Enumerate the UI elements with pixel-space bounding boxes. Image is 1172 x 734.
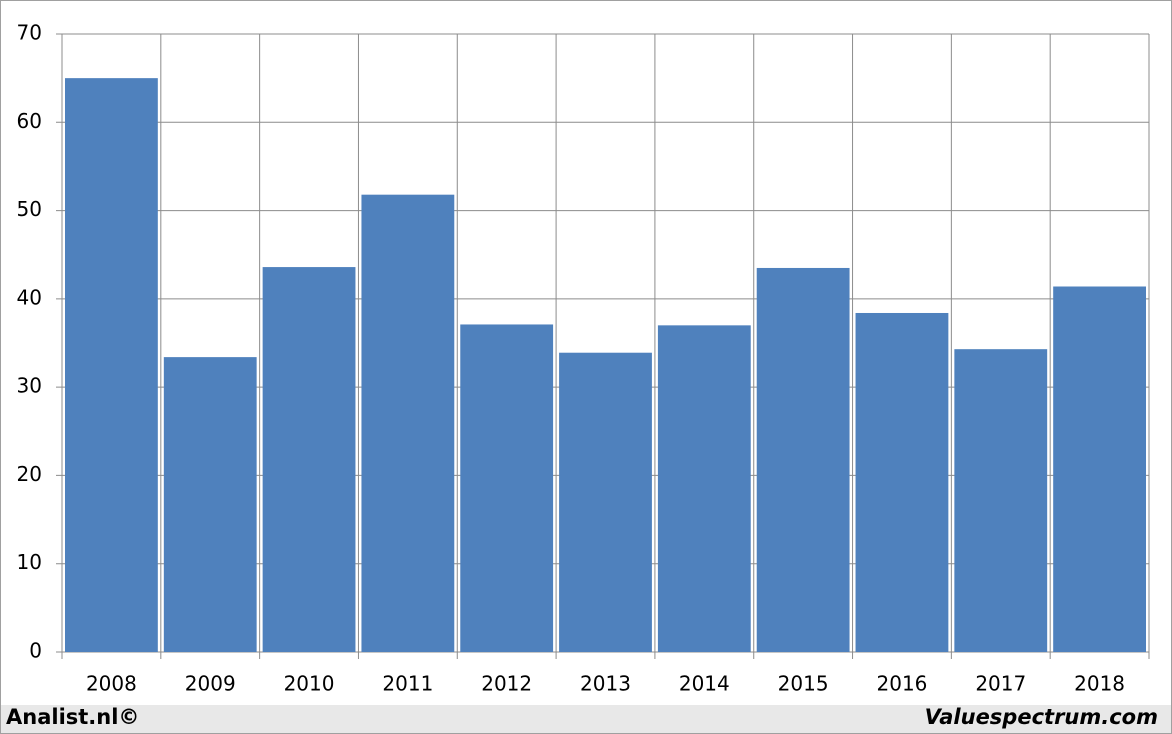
x-tick-label: 2017 xyxy=(975,672,1026,696)
bar xyxy=(756,267,850,652)
x-tick-label: 2012 xyxy=(481,672,532,696)
x-tick-label: 2016 xyxy=(877,672,928,696)
bar xyxy=(954,349,1048,652)
bar xyxy=(460,324,554,652)
x-tick-label: 2018 xyxy=(1074,672,1125,696)
x-tick-label: 2014 xyxy=(679,672,730,696)
y-tick-label: 70 xyxy=(17,21,42,45)
bar xyxy=(65,78,158,652)
bar xyxy=(559,352,652,652)
footer-band xyxy=(1,705,1171,733)
x-tick-label: 2008 xyxy=(86,672,137,696)
bar xyxy=(262,267,356,652)
credit-right: Valuespectrum.com xyxy=(925,705,1158,729)
x-tick-label: 2015 xyxy=(778,672,829,696)
x-tick-label: 2010 xyxy=(284,672,335,696)
x-tick-label: 2013 xyxy=(580,672,631,696)
y-tick-label: 40 xyxy=(17,285,42,309)
bar xyxy=(855,312,949,652)
bar xyxy=(163,357,257,652)
x-tick-label: 2011 xyxy=(382,672,433,696)
bar xyxy=(657,325,751,652)
x-tick-label: 2009 xyxy=(185,672,236,696)
bar xyxy=(361,194,455,652)
bar xyxy=(1053,286,1146,652)
y-tick-label: 50 xyxy=(17,197,42,221)
credit-left: Analist.nl© xyxy=(6,705,139,729)
y-tick-label: 20 xyxy=(17,462,42,486)
y-tick-label: 10 xyxy=(17,550,42,574)
y-tick-label: 30 xyxy=(17,374,42,398)
y-tick-label: 60 xyxy=(17,109,42,133)
y-tick-label: 0 xyxy=(29,639,42,663)
